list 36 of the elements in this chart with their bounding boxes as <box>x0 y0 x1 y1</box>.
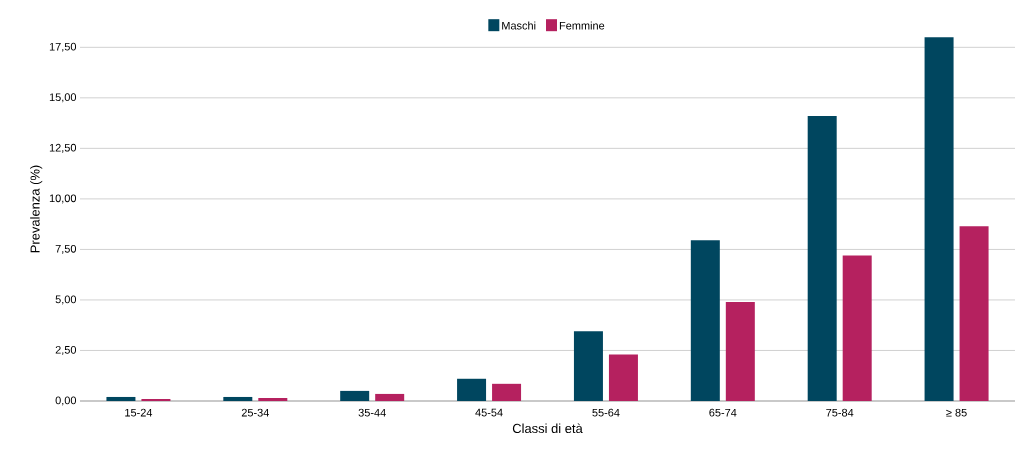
bar <box>959 226 989 401</box>
bar <box>842 255 872 401</box>
y-tick-label: 12,50 <box>49 143 77 153</box>
y-axis-title: Prevalenza (%) <box>30 165 43 253</box>
bar <box>106 396 136 401</box>
bar <box>258 397 288 401</box>
bar <box>141 398 171 401</box>
x-axis-title: Classi di età <box>512 423 583 434</box>
legend-label: Femmine <box>559 21 605 30</box>
x-tick-label: 35-44 <box>358 408 386 417</box>
bar <box>492 383 522 401</box>
x-tick-label: 25-34 <box>241 408 269 417</box>
x-tick-label: 55-64 <box>592 408 620 417</box>
y-tick-label: 15,00 <box>49 93 77 103</box>
x-tick-label: ≥ 85 <box>946 408 967 417</box>
bar <box>223 396 253 401</box>
y-tick-label: 0,00 <box>55 396 77 406</box>
bar <box>457 378 487 401</box>
x-tick-label: 65-74 <box>709 408 737 417</box>
legend-label: Maschi <box>502 21 536 30</box>
x-tick-label: 45-54 <box>475 408 503 417</box>
bar <box>340 390 370 401</box>
y-tick-label: 2,50 <box>55 345 77 356</box>
bar <box>690 240 720 401</box>
bar <box>608 354 638 401</box>
y-tick-label: 10,00 <box>49 194 77 204</box>
bar <box>807 116 837 401</box>
bar <box>375 393 405 401</box>
x-tick-label: 75-84 <box>826 408 854 417</box>
bar <box>924 37 954 401</box>
y-tick-label: 7,50 <box>55 244 77 254</box>
bar <box>725 301 755 401</box>
x-tick-label: 15-24 <box>125 408 153 417</box>
bar <box>573 331 603 401</box>
y-tick-label: 5,00 <box>55 295 77 305</box>
y-tick-label: 17,50 <box>49 42 77 52</box>
